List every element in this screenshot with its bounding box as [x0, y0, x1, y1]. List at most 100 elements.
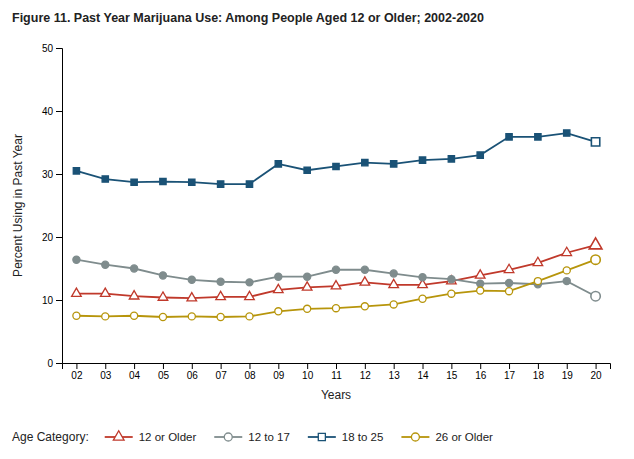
y-tick-label: 50: [42, 43, 54, 54]
data-point: [447, 276, 457, 284]
data-point: [100, 288, 110, 296]
x-tick-mark: [76, 363, 77, 369]
data-point: [505, 288, 512, 295]
legend-item: 12 or Older: [105, 431, 197, 443]
x-tick-mark: [451, 363, 452, 369]
legend-swatch-marker: [224, 433, 232, 441]
legend-swatch-marker: [113, 431, 124, 440]
y-tick: 50: [42, 43, 62, 54]
data-point: [591, 255, 600, 264]
x-tick-label: 07: [216, 370, 228, 381]
x-tick: 15: [446, 363, 458, 381]
x-tick: 07: [216, 363, 228, 381]
data-point: [563, 278, 570, 285]
data-point: [477, 287, 484, 294]
plot-area: 0102030405002030405060708091011121314151…: [11, 43, 611, 402]
x-tick: 19: [562, 363, 574, 381]
y-tick: 40: [42, 106, 62, 117]
data-point: [217, 278, 224, 285]
data-point: [160, 178, 166, 184]
x-tick-label: 03: [100, 370, 112, 381]
x-tick-label: 15: [446, 370, 458, 381]
data-point: [419, 157, 425, 163]
data-point: [275, 308, 282, 315]
data-point: [391, 161, 397, 167]
x-axis-title: Years: [321, 388, 351, 402]
x-tick: 10: [302, 363, 314, 381]
data-point: [589, 238, 602, 249]
x-tick-label: 19: [562, 370, 574, 381]
data-point: [591, 138, 599, 146]
data-point: [533, 257, 543, 265]
title: Figure 11. Past Year Marijuana Use: Amon…: [12, 11, 484, 25]
data-point: [505, 279, 512, 286]
y-tick-label: 10: [42, 295, 54, 306]
data-point: [131, 179, 137, 185]
data-point: [562, 247, 572, 255]
series: [72, 238, 602, 301]
x-tick-mark: [480, 363, 481, 369]
data-point: [217, 181, 223, 187]
x-tick-label: 14: [417, 370, 429, 381]
x-tick: 08: [244, 363, 256, 381]
data-point: [504, 264, 514, 272]
data-point: [189, 179, 195, 185]
x-axis-line: [63, 364, 611, 370]
y-axis: 01020304050: [42, 43, 63, 369]
x-tick-label: 05: [158, 370, 170, 381]
data-point: [188, 313, 195, 320]
data-point: [304, 305, 311, 312]
data-point: [73, 256, 80, 263]
x-tick: 14: [417, 363, 429, 381]
data-point: [275, 273, 282, 280]
x-tick: 04: [129, 363, 141, 381]
data-point: [389, 279, 399, 287]
chart-svg: Figure 11. Past Year Marijuana Use: Amon…: [0, 0, 634, 459]
data-point: [477, 280, 484, 287]
data-point: [274, 284, 284, 292]
x-tick: 09: [273, 363, 285, 381]
data-point: [331, 281, 341, 289]
series: [73, 256, 600, 301]
y-tick-mark: [56, 363, 62, 364]
data-point: [362, 159, 368, 165]
legend-swatch-marker: [411, 433, 419, 441]
data-point: [246, 313, 253, 320]
data-point: [188, 276, 195, 283]
x-tick: 20: [591, 363, 603, 381]
legend: Age Category:12 or Older12 to 1718 to 25…: [12, 430, 493, 444]
data-point: [332, 305, 339, 312]
y-tick-label: 40: [42, 106, 54, 117]
data-point: [563, 267, 570, 274]
data-point: [102, 176, 108, 182]
x-axis: 02030405060708091011121314151617181920: [63, 363, 611, 381]
series: [73, 255, 600, 321]
data-point: [217, 313, 224, 320]
y-tick-mark: [56, 111, 62, 112]
x-tick-label: 18: [533, 370, 545, 381]
x-tick-label: 06: [187, 370, 199, 381]
y-tick: 10: [42, 295, 62, 306]
x-tick-mark: [596, 363, 597, 369]
data-point: [361, 303, 368, 310]
x-tick-label: 16: [475, 370, 487, 381]
data-point: [73, 312, 80, 319]
x-tick-label: 17: [504, 370, 516, 381]
x-tick-mark: [394, 363, 395, 369]
x-tick: 16: [475, 363, 487, 381]
data-point: [390, 270, 397, 277]
data-point: [159, 313, 166, 320]
legend-title: Age Category:: [12, 430, 89, 444]
x-tick: 17: [504, 363, 516, 381]
x-tick-mark: [567, 363, 568, 369]
data-point: [448, 276, 455, 283]
data-point: [506, 134, 512, 140]
x-tick-label: 13: [389, 370, 401, 381]
data-point: [535, 134, 541, 140]
data-point: [390, 301, 397, 308]
x-tick-label: 10: [302, 370, 314, 381]
y-axis-line: [56, 49, 63, 364]
legend-item: 18 to 25: [308, 431, 384, 443]
data-point: [304, 273, 311, 280]
series-line: [76, 245, 595, 298]
